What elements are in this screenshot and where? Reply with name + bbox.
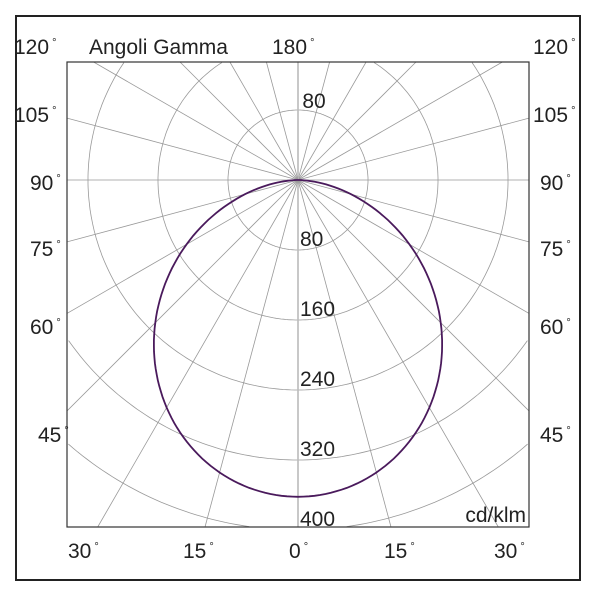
angle-label-right: 90 ° <box>540 172 571 195</box>
angle-label-right: 45 ° <box>540 424 571 447</box>
radial-tick-label: 160 <box>300 298 335 321</box>
grid-radial-line <box>297 179 499 527</box>
radial-tick-label-upper: 80 <box>302 90 325 113</box>
radial-tick-label: 320 <box>300 438 335 461</box>
grid-radial-line <box>297 62 503 181</box>
grid-radial-line <box>67 117 299 181</box>
unit-label: cd/klm <box>465 504 526 527</box>
angle-label-left: 90 ° <box>30 172 61 195</box>
angle-label-left: 105 ° <box>14 104 57 127</box>
angle-label-bottom: 30 ° <box>494 540 525 563</box>
angle-label-bottom: 15 ° <box>183 540 214 563</box>
angle-label-left: 45 ° <box>38 424 69 447</box>
angle-label-bottom: 0 ° <box>289 540 308 563</box>
angle-label-top: 180 ° <box>272 36 315 59</box>
angle-label-right: 75 ° <box>540 238 571 261</box>
grid-radial-line <box>93 62 299 181</box>
grid-radial-line <box>297 179 529 314</box>
angle-label-left: 120 ° <box>14 36 57 59</box>
grid-radial-line <box>204 179 299 527</box>
grid-radial-line <box>297 179 529 243</box>
angle-label-bottom: 15 ° <box>384 540 415 563</box>
intensity-curve <box>153 179 443 498</box>
grid-radial-line <box>297 179 529 412</box>
grid-radial-line <box>67 179 299 314</box>
grid-radial-line <box>297 179 392 527</box>
chart-frame <box>15 15 581 581</box>
grid-radial-line <box>97 179 299 527</box>
grid-radial-line <box>67 179 299 243</box>
grid-radial-line <box>297 117 529 181</box>
angle-label-right: 60 ° <box>540 316 571 339</box>
grid-radial-line <box>67 179 299 412</box>
angle-label-right: 120 ° <box>533 36 576 59</box>
chart-title: Angoli Gamma <box>89 36 228 59</box>
grid-circle <box>68 443 528 527</box>
grid-radial-line <box>297 62 367 181</box>
plot-area-border <box>66 61 530 528</box>
grid-radial-line <box>229 62 299 181</box>
angle-label-bottom: 30 ° <box>68 540 99 563</box>
radial-tick-label: 400 <box>300 508 335 531</box>
grid-radial-line <box>297 62 330 181</box>
grid-radial-line <box>179 62 299 181</box>
angle-label-left: 75 ° <box>30 238 61 261</box>
radial-tick-label: 240 <box>300 368 335 391</box>
radial-tick-label: 80 <box>300 228 323 251</box>
grid-radial-line <box>266 62 299 181</box>
angle-label-left: 60 ° <box>30 316 61 339</box>
grid-radial-line <box>297 62 417 181</box>
angle-label-right: 105 ° <box>533 104 576 127</box>
